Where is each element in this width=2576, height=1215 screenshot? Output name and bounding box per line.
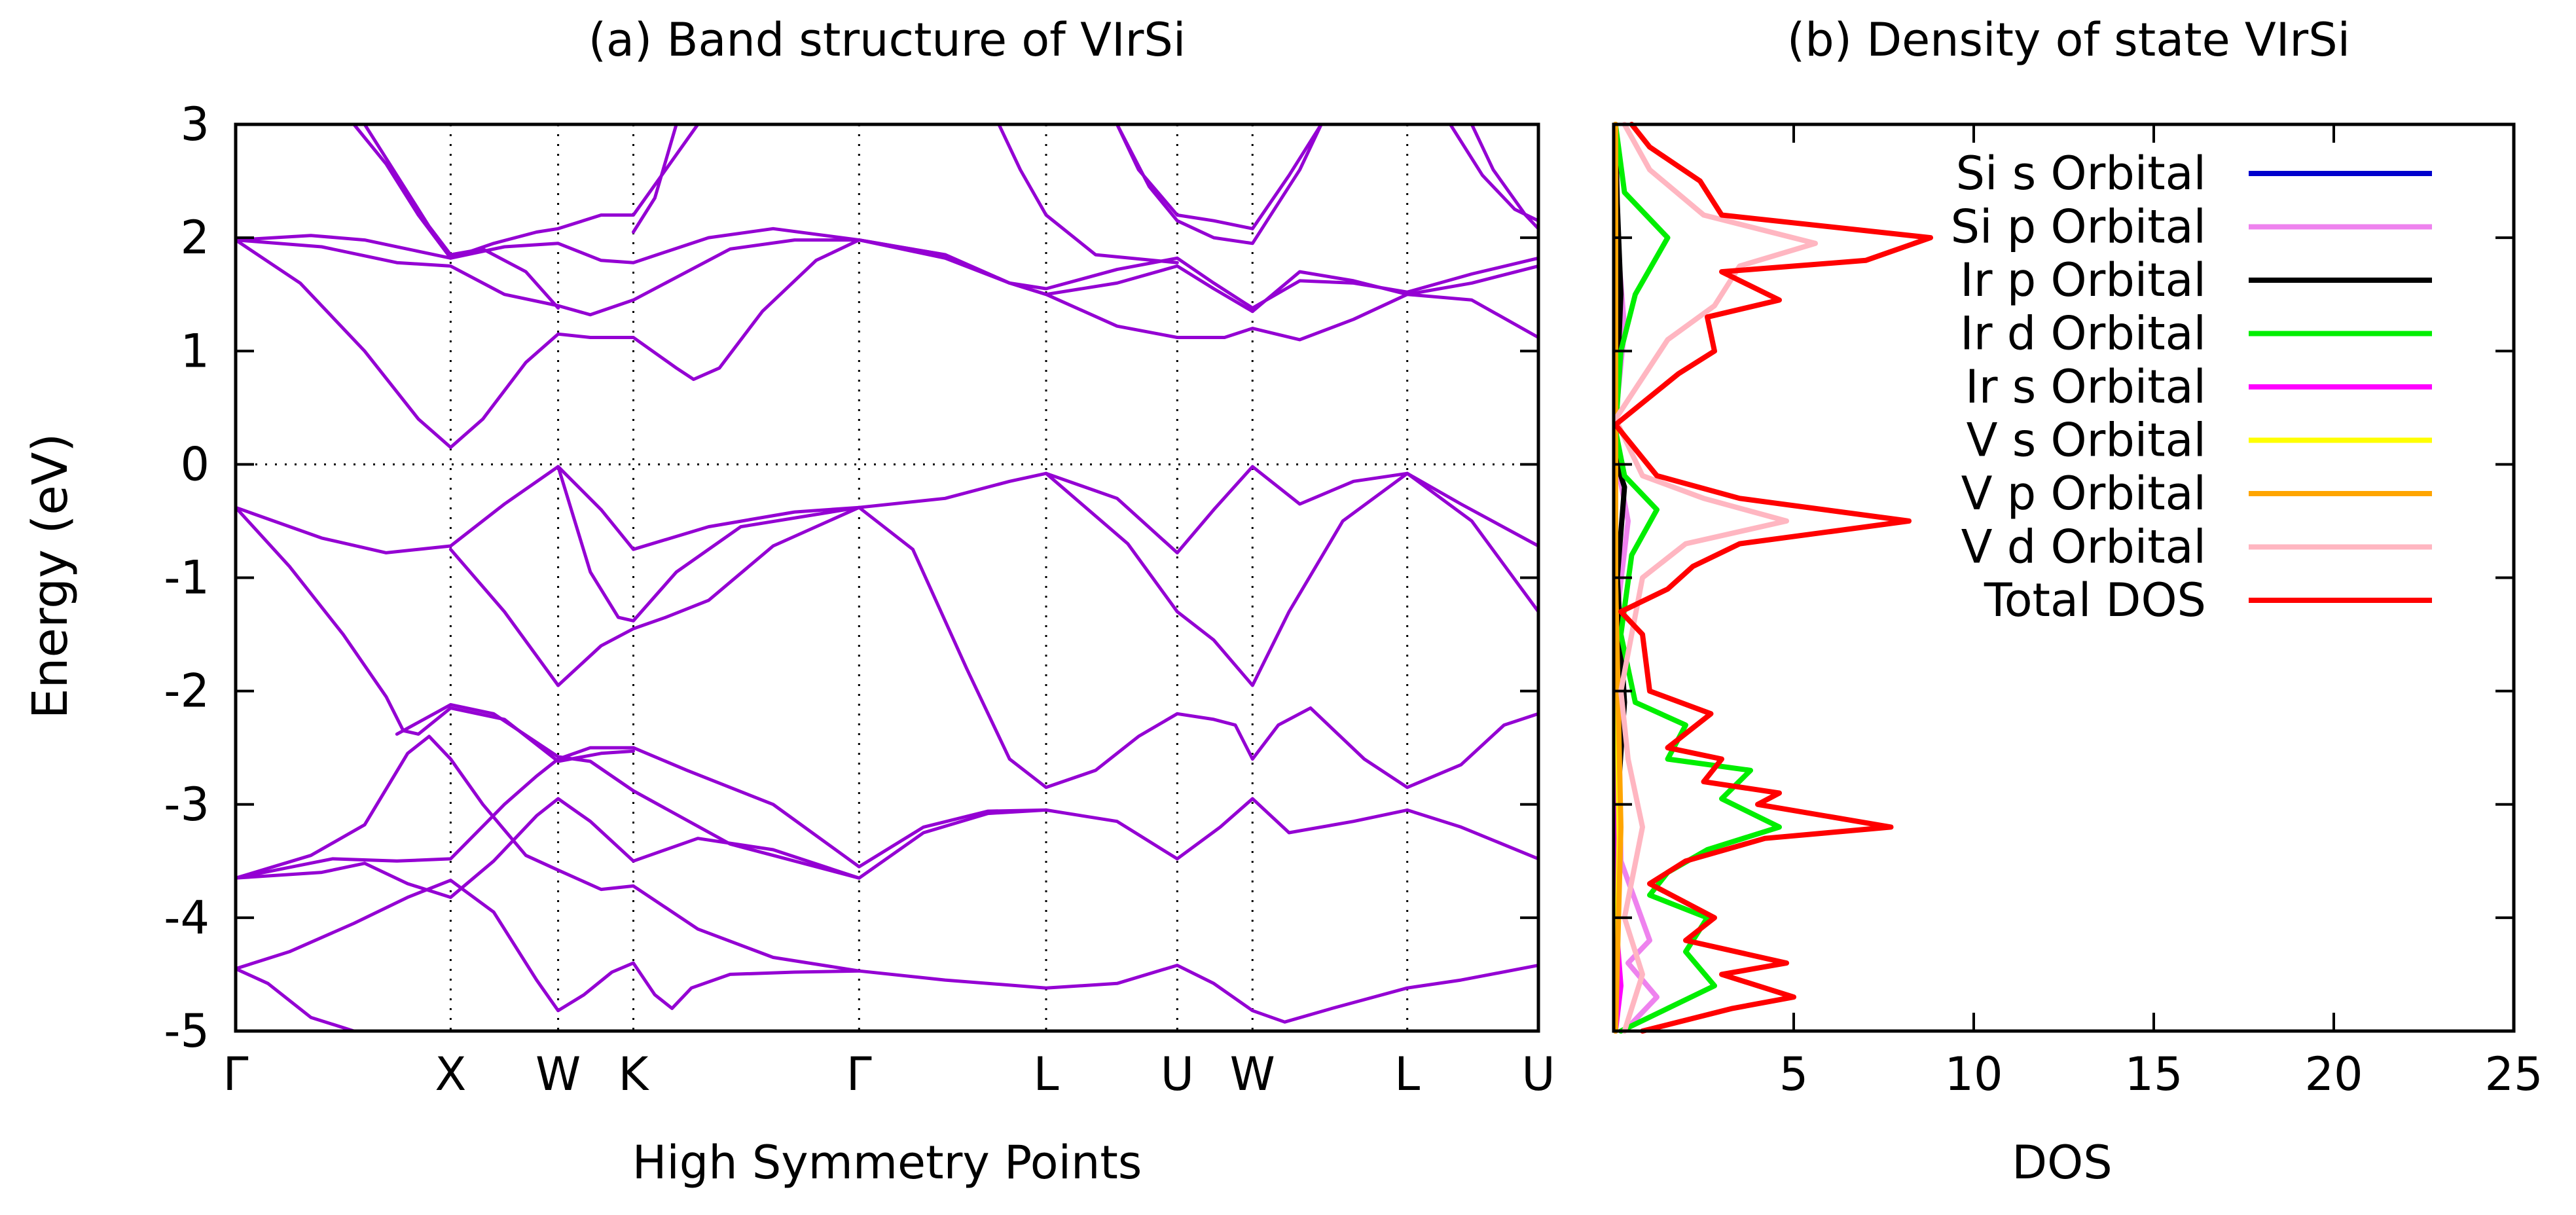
- kpoint-label: W: [535, 1047, 581, 1101]
- dos-xtick-label: 10: [1944, 1047, 2003, 1101]
- band-line: [234, 746, 1048, 880]
- band-kpath-gridlines: [449, 124, 1409, 1031]
- dos-title: (b) Density of state VIrSi: [1787, 13, 2350, 67]
- band-y-axis-label: Energy (eV): [22, 433, 79, 719]
- band-line: [352, 122, 700, 260]
- band-line: [556, 505, 1540, 789]
- kpoint-label: L: [1034, 1047, 1059, 1101]
- band-ytick-label: -5: [164, 1004, 209, 1058]
- band-line: [448, 547, 560, 687]
- band-ytick-label: 0: [180, 437, 209, 491]
- band-line: [363, 122, 560, 310]
- legend-entry-label: Total DOS: [1984, 573, 2206, 627]
- kpoint-label: Γ: [846, 1047, 872, 1101]
- band-x-axis-label: High Symmetry Points: [632, 1136, 1142, 1189]
- band-ytick-label: -1: [164, 551, 209, 605]
- legend-entry-label: Ir d Orbital: [1960, 307, 2206, 361]
- dos-y-ticks: [1614, 123, 2514, 1032]
- dos-xtick-label: 20: [2304, 1047, 2363, 1101]
- band-line: [234, 505, 635, 763]
- dos-x-ticks: 5 10 15 20 25: [1779, 124, 2543, 1101]
- band-ytick-label: -3: [164, 778, 209, 831]
- dos-curve: [1612, 122, 1660, 1034]
- band-line: [1115, 122, 1323, 230]
- band-line: [234, 734, 861, 973]
- band-ytick-label: 2: [180, 211, 209, 264]
- band-line: [1448, 122, 1540, 223]
- kpoint-label: Γ: [223, 1047, 249, 1101]
- band-line: [234, 465, 1540, 554]
- band-lines-layer: [234, 122, 1540, 1033]
- band-line: [234, 238, 1540, 317]
- band-line: [632, 122, 678, 234]
- dos-xtick-label: 25: [2484, 1047, 2543, 1101]
- band-y-ticks: 3 2 1 0 -1 -2 -3 -4 -5: [164, 98, 1538, 1058]
- band-line: [997, 122, 1179, 264]
- legend-entry-label: V s Orbital: [1967, 414, 2206, 467]
- band-line: [234, 967, 356, 1033]
- legend-entry-label: Ir s Orbital: [1965, 360, 2206, 414]
- band-ytick-label: -4: [164, 891, 209, 945]
- dos-x-axis-label: DOS: [2012, 1136, 2112, 1189]
- band-title: (a) Band structure of VIrSi: [589, 13, 1186, 67]
- kpoint-label: U: [1161, 1047, 1194, 1101]
- band-line: [1044, 471, 1540, 687]
- kpoint-label: W: [1230, 1047, 1275, 1101]
- legend-entry-label: V p Orbital: [1961, 467, 2206, 520]
- band-line: [556, 465, 861, 623]
- legend-entry-label: Ir p Orbital: [1960, 253, 2206, 307]
- band-line: [395, 702, 861, 880]
- legend-entry-label: Si p Orbital: [1951, 200, 2206, 254]
- dos-lines-layer: [1612, 122, 1933, 1034]
- kpoint-label: U: [1521, 1047, 1555, 1101]
- band-ytick-label: 3: [180, 98, 209, 151]
- dos-curve: [1612, 122, 1933, 1034]
- band-ytick-label: -2: [164, 664, 209, 718]
- kpoint-label: K: [619, 1047, 650, 1101]
- kpoint-label: X: [435, 1047, 466, 1101]
- kpoint-label: L: [1394, 1047, 1420, 1101]
- band-plot-frame: [234, 122, 1540, 1033]
- legend-entry-label: Si s Orbital: [1956, 147, 2206, 200]
- band-line: [234, 227, 1540, 310]
- band-line: [234, 238, 1540, 449]
- band-ytick-label: 1: [180, 324, 209, 378]
- band-line: [1115, 122, 1323, 245]
- dos-xtick-label: 5: [1779, 1047, 1809, 1101]
- band-line: [1470, 122, 1540, 230]
- legend-entry-label: V d Orbital: [1961, 520, 2206, 574]
- dos-xtick-label: 15: [2124, 1047, 2183, 1101]
- dos-curve: [1612, 122, 1818, 1034]
- band-line: [234, 879, 1540, 1024]
